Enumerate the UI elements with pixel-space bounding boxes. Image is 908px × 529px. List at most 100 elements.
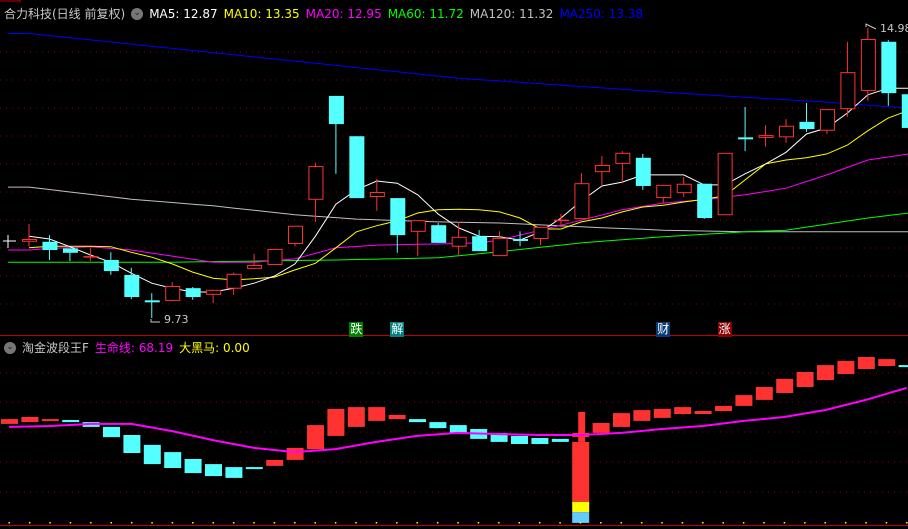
ma60-label: MA60: 11.72 [387,6,464,21]
ma120-label: MA120: 11.32 [469,6,554,21]
candle-body-up [22,238,37,242]
candle-body-up [492,237,508,257]
bar-dot [171,522,174,524]
bar-dot [763,522,765,524]
bar-yellow-segment [572,501,590,513]
candle-body-up [165,285,181,301]
bar-down [511,435,528,444]
candle-body-up [615,152,631,164]
bar-up [674,407,692,414]
main-chart-header: 合力科技(日线 前复权) ⌄ MA5: 12.87 MA10: 13.35 MA… [4,5,649,22]
signal-marker: 财 [656,322,671,337]
bar-dot [681,522,684,524]
low-price-label: 9.73 [164,313,189,326]
candle-body-up [267,248,283,265]
bar-dot [559,522,561,524]
candle-body-up [779,125,795,138]
candle-body-up [840,72,856,110]
bar-up [327,408,345,436]
bar-up [347,407,365,427]
candle-body-down [124,274,140,298]
candle-body-down [635,157,651,186]
bar-up [368,407,386,421]
bar-dot [212,522,214,524]
bar-up [286,447,304,460]
bar-dot [375,522,378,524]
candle-body-up [308,166,324,200]
bar-up [857,357,875,369]
candle-body-up [574,183,590,220]
candle-body-up [451,236,467,247]
bar-dot [498,522,500,524]
candle-body-up [206,289,222,295]
bar-dot [416,522,418,524]
bar-dot [865,522,867,524]
candle-body-down [799,121,815,130]
bar-up [592,423,610,433]
bar-dot [273,522,276,524]
candle-body-down [901,94,908,128]
bar-up [776,378,794,393]
candle-body-up [656,184,672,199]
signal-marker: 跌 [349,322,364,337]
chevron-down-circle-icon[interactable]: ⌄ [131,7,144,20]
ma250-label: MA250: 13.38 [559,6,644,21]
dark-horse-label: 大黑马: 0.00 [179,341,250,355]
bar-dot [110,522,112,524]
bar-up [572,441,590,502]
candle-body-down [349,136,365,199]
bar-down [409,419,426,423]
bar-dot [457,522,459,524]
bar-up [21,417,39,423]
high-price-label: 14.98 [880,22,908,35]
bar-down [62,420,80,423]
bar-down [531,438,549,444]
bar-up [266,459,284,466]
bar-down [123,435,141,453]
bar-dot [783,522,786,524]
bar-down [551,438,569,442]
candle-body-down [328,95,344,125]
bar-blue-segment [572,512,590,523]
bar-dot [579,522,582,524]
bar-dot [640,522,643,524]
candle-body-down [42,241,58,251]
bar-down [490,432,508,442]
candle-body-down [513,238,529,241]
bar-dot [742,522,745,524]
bar-dot [151,522,153,524]
candle-body-up [553,219,569,222]
ma60-line [8,212,908,263]
bar-dot [844,522,847,524]
candle-body-down [472,236,488,252]
candle-body-down [697,183,713,218]
bar-dot [334,522,337,524]
bar-up [613,413,630,427]
bar-down [184,459,202,474]
bar-down [225,467,243,478]
bar-up [755,387,773,400]
stock-title: 合力科技(日线 前复权) [4,7,126,21]
bar-dot [49,522,51,524]
bar-dot [518,522,520,524]
bar-dot [314,522,316,524]
bar-dot [620,522,622,524]
ma10-label: MA10: 13.35 [223,6,300,21]
bar-dot [538,522,541,524]
lifeline [8,386,907,454]
candle-body-down [144,300,160,303]
bar-dot [253,522,255,524]
chevron-down-circle-icon[interactable]: ⌄ [4,341,16,354]
bar-dot [396,522,398,524]
candle-body-up [676,183,692,194]
bar-up [307,425,324,450]
bar-down [143,444,161,465]
bar-up [715,405,732,411]
bar-dot [477,522,480,524]
bar-dot [69,522,72,524]
candle-body-up [533,226,549,239]
bar-up [1,419,18,424]
bar-dot [90,522,92,524]
bar-dot [885,522,888,524]
